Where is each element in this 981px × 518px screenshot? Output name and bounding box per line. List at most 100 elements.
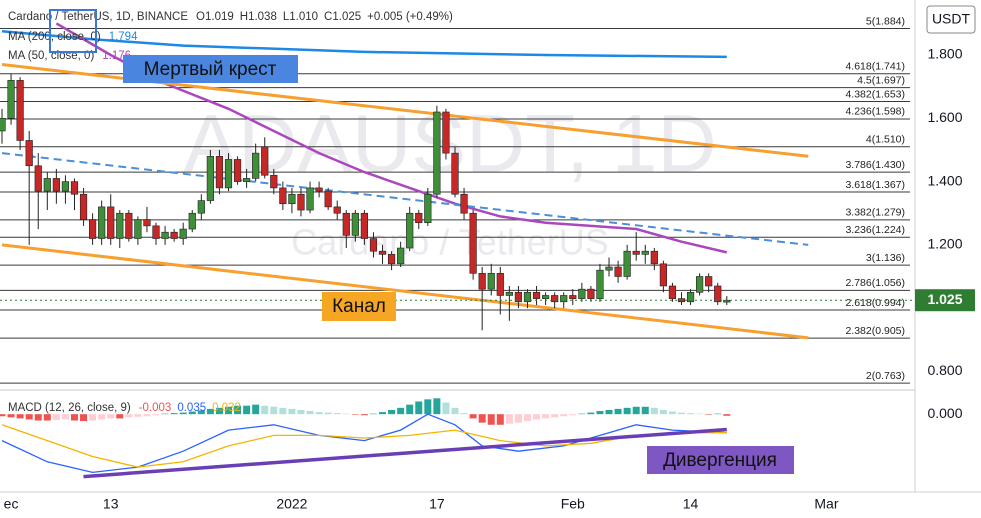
candle-body (469, 212, 477, 274)
macd-bar (587, 412, 595, 415)
candle-body (7, 80, 15, 119)
candle-body (605, 266, 613, 271)
fib-label: 4.5(1.697) (857, 74, 905, 86)
candle-body (424, 193, 432, 224)
macd-bar (487, 414, 495, 425)
fib-label: 4.618(1.741) (845, 60, 905, 72)
macd-bar (596, 411, 604, 415)
candle-body (70, 181, 79, 195)
y-tick-label: 1.200 (927, 236, 962, 252)
macd-bar (415, 401, 423, 415)
candle-body (614, 266, 622, 277)
candle-body (261, 146, 269, 176)
candle-body (179, 228, 187, 239)
macd-bar (614, 408, 622, 415)
candle-body (369, 238, 378, 252)
fib-label: 2.382(0.905) (845, 325, 905, 337)
macd-bar (16, 414, 24, 419)
candle-body (25, 140, 33, 167)
macd-bar (578, 413, 586, 415)
currency: USDT (932, 11, 971, 27)
macd-bar (7, 414, 15, 418)
candle-body (98, 206, 106, 239)
macd-bar (0, 414, 6, 417)
x-tick-label: 2022 (276, 496, 307, 512)
ma50-line (55, 22, 728, 254)
candle-body (333, 206, 341, 214)
candle-body (487, 273, 495, 290)
candle-body (659, 263, 667, 287)
candle-body (641, 250, 649, 255)
macd-bar (542, 414, 550, 419)
macd-bar (143, 414, 151, 417)
fib-label: 4(1.510) (866, 134, 905, 146)
macd-bar (306, 411, 314, 415)
macd-bar (188, 411, 196, 415)
channel-box (322, 292, 396, 321)
candle-body (243, 178, 251, 182)
macd-bar (225, 406, 232, 415)
macd-bar (315, 412, 323, 415)
macd-bar (152, 414, 160, 416)
x-tick-label: 14 (683, 496, 699, 512)
candle-body (270, 174, 278, 189)
watermark-sub: Cardano / TetherUS (291, 222, 609, 263)
macd-bar (569, 414, 577, 416)
candle-body (623, 250, 631, 277)
fib-label: 4.236(1.598) (845, 106, 905, 118)
candle-body (523, 292, 532, 303)
macd-bar (442, 402, 450, 415)
macd-bar (668, 411, 676, 415)
candle-body (351, 212, 359, 236)
candle-body (387, 254, 396, 265)
candle-body (170, 231, 178, 239)
macd-tick-label: 0.000 (927, 405, 962, 421)
fib-label: 3.382(1.279) (845, 207, 905, 219)
macd-bar (632, 406, 640, 415)
cross-marker (49, 9, 97, 53)
macd-bar (288, 408, 296, 415)
macd-bar (125, 414, 133, 418)
x-tick-label: Feb (561, 496, 585, 512)
macd-bar (560, 414, 568, 417)
fib-label: 3(1.136) (866, 252, 905, 264)
candle-body (306, 187, 314, 211)
candle-body (143, 219, 151, 227)
macd-bar (424, 399, 432, 415)
candle-body (686, 292, 695, 303)
macd-bar (25, 414, 33, 420)
candle-body (514, 292, 523, 303)
candle-body (125, 212, 133, 239)
macd-bar (170, 413, 178, 415)
macd-bar (397, 407, 405, 415)
annotation-layer: Мертвый крест Канал Дивергенция (49, 9, 794, 474)
candle-body (52, 178, 60, 192)
currency-box[interactable] (926, 5, 976, 34)
candle-body (252, 152, 260, 179)
candle-body (378, 250, 387, 255)
candle-body (116, 212, 124, 239)
macd-bar (297, 409, 305, 415)
x-tick-label: 17 (429, 496, 445, 512)
candle-body (415, 212, 423, 224)
fib-label: 5(1.884) (866, 15, 905, 27)
candle-body (705, 276, 713, 287)
macd-legend: MACD (12, 26, close, 9) -0.003 0.035 0.032 (8, 402, 241, 414)
last-price-box (915, 289, 975, 312)
candle-body (233, 159, 242, 182)
dead-cross-label: Мертвый крест (144, 59, 277, 80)
fib-label: 3.786(1.430) (845, 159, 905, 171)
candle-body (496, 273, 504, 296)
candle-body (107, 206, 115, 239)
macd-bar (379, 412, 387, 415)
trend-dashed (1, 152, 809, 246)
divergence-line (83, 427, 727, 479)
candle-body (197, 200, 205, 214)
fib-label: 2.786(1.056) (845, 277, 905, 289)
macd-bar (52, 414, 60, 420)
macd-bar (61, 414, 69, 420)
macd-bar (252, 404, 260, 415)
candle-body (460, 193, 468, 214)
macd-bar (70, 414, 78, 421)
